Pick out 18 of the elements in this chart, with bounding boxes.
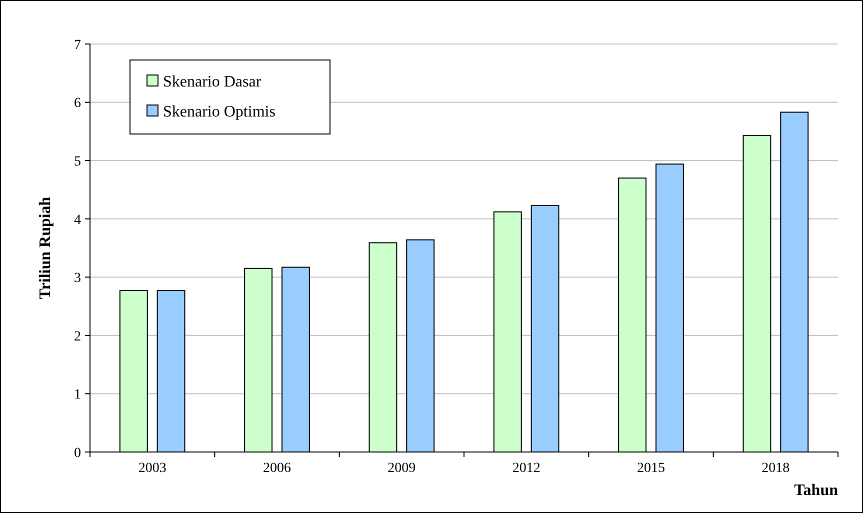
y-tick-label: 0 [74,446,81,461]
x-tick-label: 2006 [263,461,291,476]
y-tick-label: 6 [74,96,81,112]
y-tick-label: 1 [74,388,81,403]
x-tick-label: 2003 [138,461,166,476]
y-tick-label: 7 [74,38,81,53]
x-tick-label: 2018 [762,461,790,476]
x-tick-label: 2009 [388,461,416,476]
legend-label: Skenario Optimis [163,104,276,121]
y-tick-label: 4 [74,212,81,228]
y-tick-label: 2 [74,329,81,344]
y-tick-label: 5 [74,154,81,170]
legend-label: Skenario Dasar [163,74,262,91]
x-tick-label: 2012 [512,461,540,476]
x-tick-label: 2015 [637,461,665,476]
x-axis-title: Tahun [794,482,838,499]
y-axis-title: Triliun Rupiah [37,196,54,300]
y-tick-label: 3 [74,271,81,286]
